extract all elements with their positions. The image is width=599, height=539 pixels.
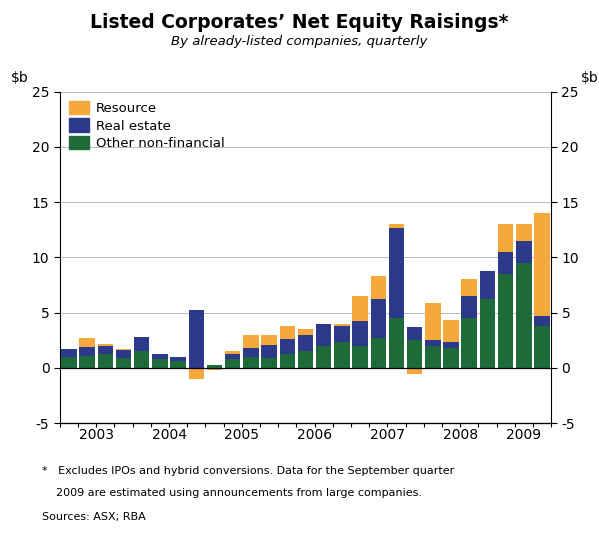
Text: By already-listed companies, quarterly: By already-listed companies, quarterly — [171, 35, 428, 48]
Bar — [298, 329, 313, 335]
Bar — [352, 321, 368, 346]
Bar — [316, 323, 331, 346]
Bar — [298, 351, 313, 368]
Bar — [243, 357, 259, 368]
Bar — [225, 354, 240, 359]
Bar — [334, 323, 350, 326]
Bar — [407, 327, 422, 340]
Bar — [516, 241, 531, 263]
Bar — [443, 342, 459, 348]
Bar — [389, 227, 404, 318]
Bar — [152, 359, 168, 368]
Text: $b: $b — [11, 71, 29, 85]
Bar — [516, 263, 531, 368]
Text: Listed Corporates’ Net Equity Raisings*: Listed Corporates’ Net Equity Raisings* — [90, 13, 509, 32]
Bar — [371, 299, 386, 338]
Bar — [134, 351, 150, 368]
Bar — [498, 224, 513, 252]
Bar — [498, 274, 513, 368]
Bar — [98, 354, 113, 368]
Text: $b: $b — [580, 71, 598, 85]
Bar — [443, 348, 459, 368]
Bar — [534, 316, 550, 326]
Bar — [116, 349, 131, 350]
Bar — [261, 358, 277, 368]
Bar — [534, 326, 550, 368]
Bar — [261, 344, 277, 358]
Bar — [61, 357, 77, 368]
Bar — [134, 337, 150, 351]
Bar — [225, 351, 240, 354]
Bar — [261, 335, 277, 344]
Text: Sources: ASX; RBA: Sources: ASX; RBA — [42, 512, 146, 522]
Bar — [80, 347, 95, 356]
Bar — [98, 343, 113, 346]
Bar — [298, 335, 313, 351]
Bar — [461, 279, 477, 296]
Bar — [116, 350, 131, 358]
Bar — [371, 338, 386, 368]
Bar — [98, 346, 113, 354]
Text: 2009 are estimated using announcements from large companies.: 2009 are estimated using announcements f… — [42, 488, 422, 498]
Bar — [425, 303, 440, 340]
Bar — [425, 346, 440, 368]
Bar — [207, 368, 222, 370]
Bar — [225, 359, 240, 368]
Bar — [389, 318, 404, 368]
Bar — [189, 310, 204, 368]
Bar — [425, 340, 440, 346]
Bar — [407, 368, 422, 375]
Bar — [352, 296, 368, 321]
Bar — [243, 348, 259, 357]
Bar — [280, 354, 295, 368]
Bar — [152, 354, 168, 359]
Bar — [280, 339, 295, 354]
Bar — [407, 340, 422, 368]
Bar — [334, 342, 350, 368]
Bar — [170, 361, 186, 368]
Bar — [371, 276, 386, 299]
Bar — [498, 252, 513, 274]
Bar — [189, 368, 204, 379]
Bar — [352, 346, 368, 368]
Bar — [80, 356, 95, 368]
Bar — [243, 335, 259, 348]
Bar — [207, 364, 222, 368]
Bar — [480, 299, 495, 368]
Legend: Resource, Real estate, Other non-financial: Resource, Real estate, Other non-financi… — [66, 98, 227, 153]
Bar — [534, 213, 550, 316]
Bar — [334, 326, 350, 342]
Bar — [80, 338, 95, 347]
Bar — [461, 318, 477, 368]
Bar — [316, 346, 331, 368]
Bar — [170, 357, 186, 361]
Bar — [461, 296, 477, 318]
Bar — [280, 326, 295, 339]
Bar — [443, 320, 459, 342]
Bar — [480, 271, 495, 299]
Bar — [389, 224, 404, 227]
Text: *   Excludes IPOs and hybrid conversions. Data for the September quarter: * Excludes IPOs and hybrid conversions. … — [42, 466, 454, 476]
Bar — [116, 358, 131, 368]
Bar — [61, 349, 77, 357]
Bar — [516, 224, 531, 241]
